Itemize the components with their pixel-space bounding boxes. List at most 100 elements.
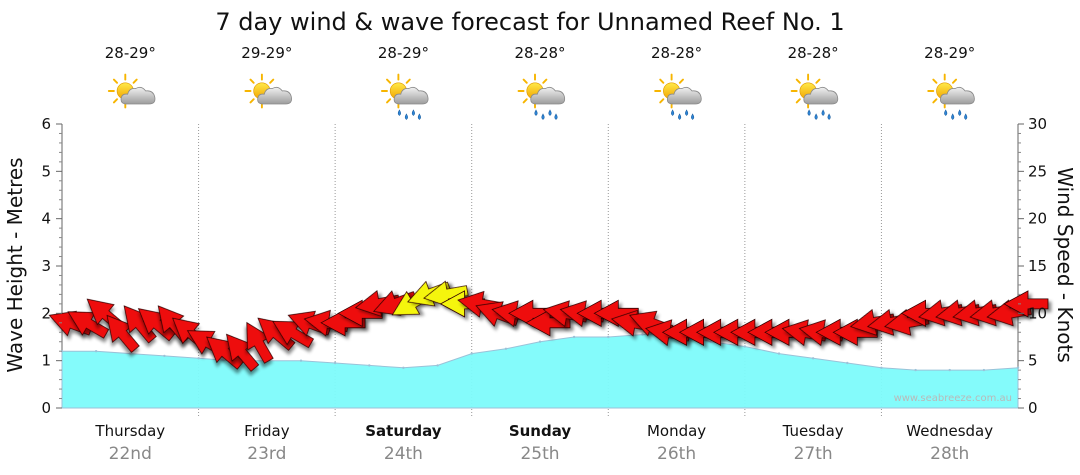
axis-ticks: 0 1 2 3 4 5 6 0 5 10 15 20 25 30 <box>41 115 1047 417</box>
right-axis-title: Wind Speed - Knots <box>1053 167 1077 363</box>
wave-point <box>709 340 712 343</box>
day-column: 28-28° Sunday 25th <box>509 44 572 464</box>
day-column: 28-29° Saturday 24th <box>365 44 442 464</box>
raindrop-icon <box>671 109 675 116</box>
right-tick-label: 10 <box>1028 304 1047 322</box>
day-name: Friday <box>244 422 290 440</box>
raindrop-icon <box>821 109 825 116</box>
raindrop-icon <box>951 113 955 120</box>
day-date: 22nd <box>109 444 152 464</box>
right-tick-label: 5 <box>1028 352 1038 370</box>
raindrop-icon <box>944 109 948 116</box>
wave-point <box>299 359 303 362</box>
wave-point <box>982 368 986 372</box>
raindrop-icon <box>691 113 695 120</box>
day-temperature: 28-29° <box>378 44 429 62</box>
right-tick-label: 0 <box>1028 399 1038 417</box>
wave-point <box>880 366 883 369</box>
wave-point <box>504 347 508 350</box>
wave-point <box>743 345 747 348</box>
wave-point <box>197 357 200 360</box>
wave-point <box>777 352 781 355</box>
day-temperature: 28-28° <box>651 44 702 62</box>
wind-arrow <box>337 299 383 327</box>
raindrop-icon <box>827 113 831 120</box>
raindrop-icon <box>534 109 538 116</box>
day-temperature: 28-29° <box>105 44 156 62</box>
wave-point <box>129 352 132 355</box>
day-date: 27th <box>794 444 833 464</box>
partly-cloudy-weather-icon <box>107 73 156 109</box>
wave-point <box>538 340 542 343</box>
day-gridlines <box>198 124 882 418</box>
day-temperature: 29-29° <box>241 44 292 62</box>
day-date: 26th <box>657 444 696 464</box>
left-tick-label: 1 <box>41 352 51 370</box>
day-columns: 28-29° Thursday 22nd 29-29° Friday 23rd 28-29°… <box>94 44 993 464</box>
raindrop-icon <box>404 113 408 120</box>
raindrop-icon <box>964 113 968 120</box>
wave-point <box>94 350 98 353</box>
wave-point <box>641 333 644 336</box>
day-name: Saturday <box>365 422 442 440</box>
day-name: Wednesday <box>906 422 993 440</box>
day-column: 28-28° Tuesday 27th <box>782 44 844 464</box>
wave-point <box>333 361 337 365</box>
raindrop-icon <box>554 113 558 120</box>
day-date: 24th <box>384 444 423 464</box>
day-date: 28th <box>930 444 969 464</box>
partly-cloudy-weather-icon <box>244 73 292 109</box>
left-axis-title: Wave Height - Metres <box>3 157 27 372</box>
wave-point <box>846 361 849 365</box>
left-tick-label: 0 <box>41 399 51 417</box>
wave-point <box>368 364 371 367</box>
wave-point <box>948 368 951 372</box>
wind-arrows-layer <box>48 280 1049 372</box>
wind-arrow <box>593 299 639 327</box>
raindrop-icon <box>417 113 421 120</box>
raindrop-icon <box>411 109 415 116</box>
raindrop-icon <box>548 109 552 116</box>
right-tick-label: 20 <box>1028 210 1047 228</box>
right-tick-label: 25 <box>1028 162 1047 180</box>
raindrop-icon <box>678 113 682 120</box>
day-temperature: 28-29° <box>924 44 975 62</box>
day-date: 25th <box>520 444 559 464</box>
left-tick-label: 2 <box>41 304 51 322</box>
raindrop-icon <box>814 113 818 120</box>
wave-point <box>811 357 815 360</box>
wave-point <box>914 368 917 372</box>
wind-arrow <box>1003 290 1049 318</box>
day-name: Thursday <box>94 422 165 440</box>
right-tick-label: 15 <box>1028 257 1047 275</box>
wave-point <box>572 335 576 339</box>
raindrop-icon <box>397 109 401 116</box>
right-tick-label: 30 <box>1028 115 1047 133</box>
wave-point <box>607 335 610 339</box>
day-name: Monday <box>647 422 706 440</box>
wave-point <box>163 354 166 358</box>
left-tick-label: 4 <box>41 210 51 228</box>
day-temperature: 28-28° <box>514 44 565 62</box>
day-column: 28-28° Monday 26th <box>647 44 706 464</box>
showers-weather-icon <box>654 73 702 120</box>
showers-weather-icon <box>927 73 975 120</box>
day-column: 28-29° Thursday 22nd <box>94 44 165 464</box>
wave-area <box>61 331 1019 409</box>
wave-point <box>1016 366 1020 369</box>
showers-weather-icon <box>380 73 429 120</box>
day-temperature: 28-28° <box>788 44 839 62</box>
showers-weather-icon <box>790 73 839 120</box>
watermark: www.seabreeze.com.au <box>894 393 1012 404</box>
raindrop-icon <box>807 109 811 116</box>
chart-title: 7 day wind & wave forecast for Unnamed R… <box>215 8 844 36</box>
wind-arrow <box>832 318 878 346</box>
left-tick-label: 5 <box>41 162 51 180</box>
wave-point <box>470 352 473 355</box>
left-tick-label: 3 <box>41 257 51 275</box>
day-column: 29-29° Friday 23rd <box>241 44 292 464</box>
raindrop-icon <box>958 109 962 116</box>
day-name: Sunday <box>509 422 572 440</box>
raindrop-icon <box>685 109 689 116</box>
